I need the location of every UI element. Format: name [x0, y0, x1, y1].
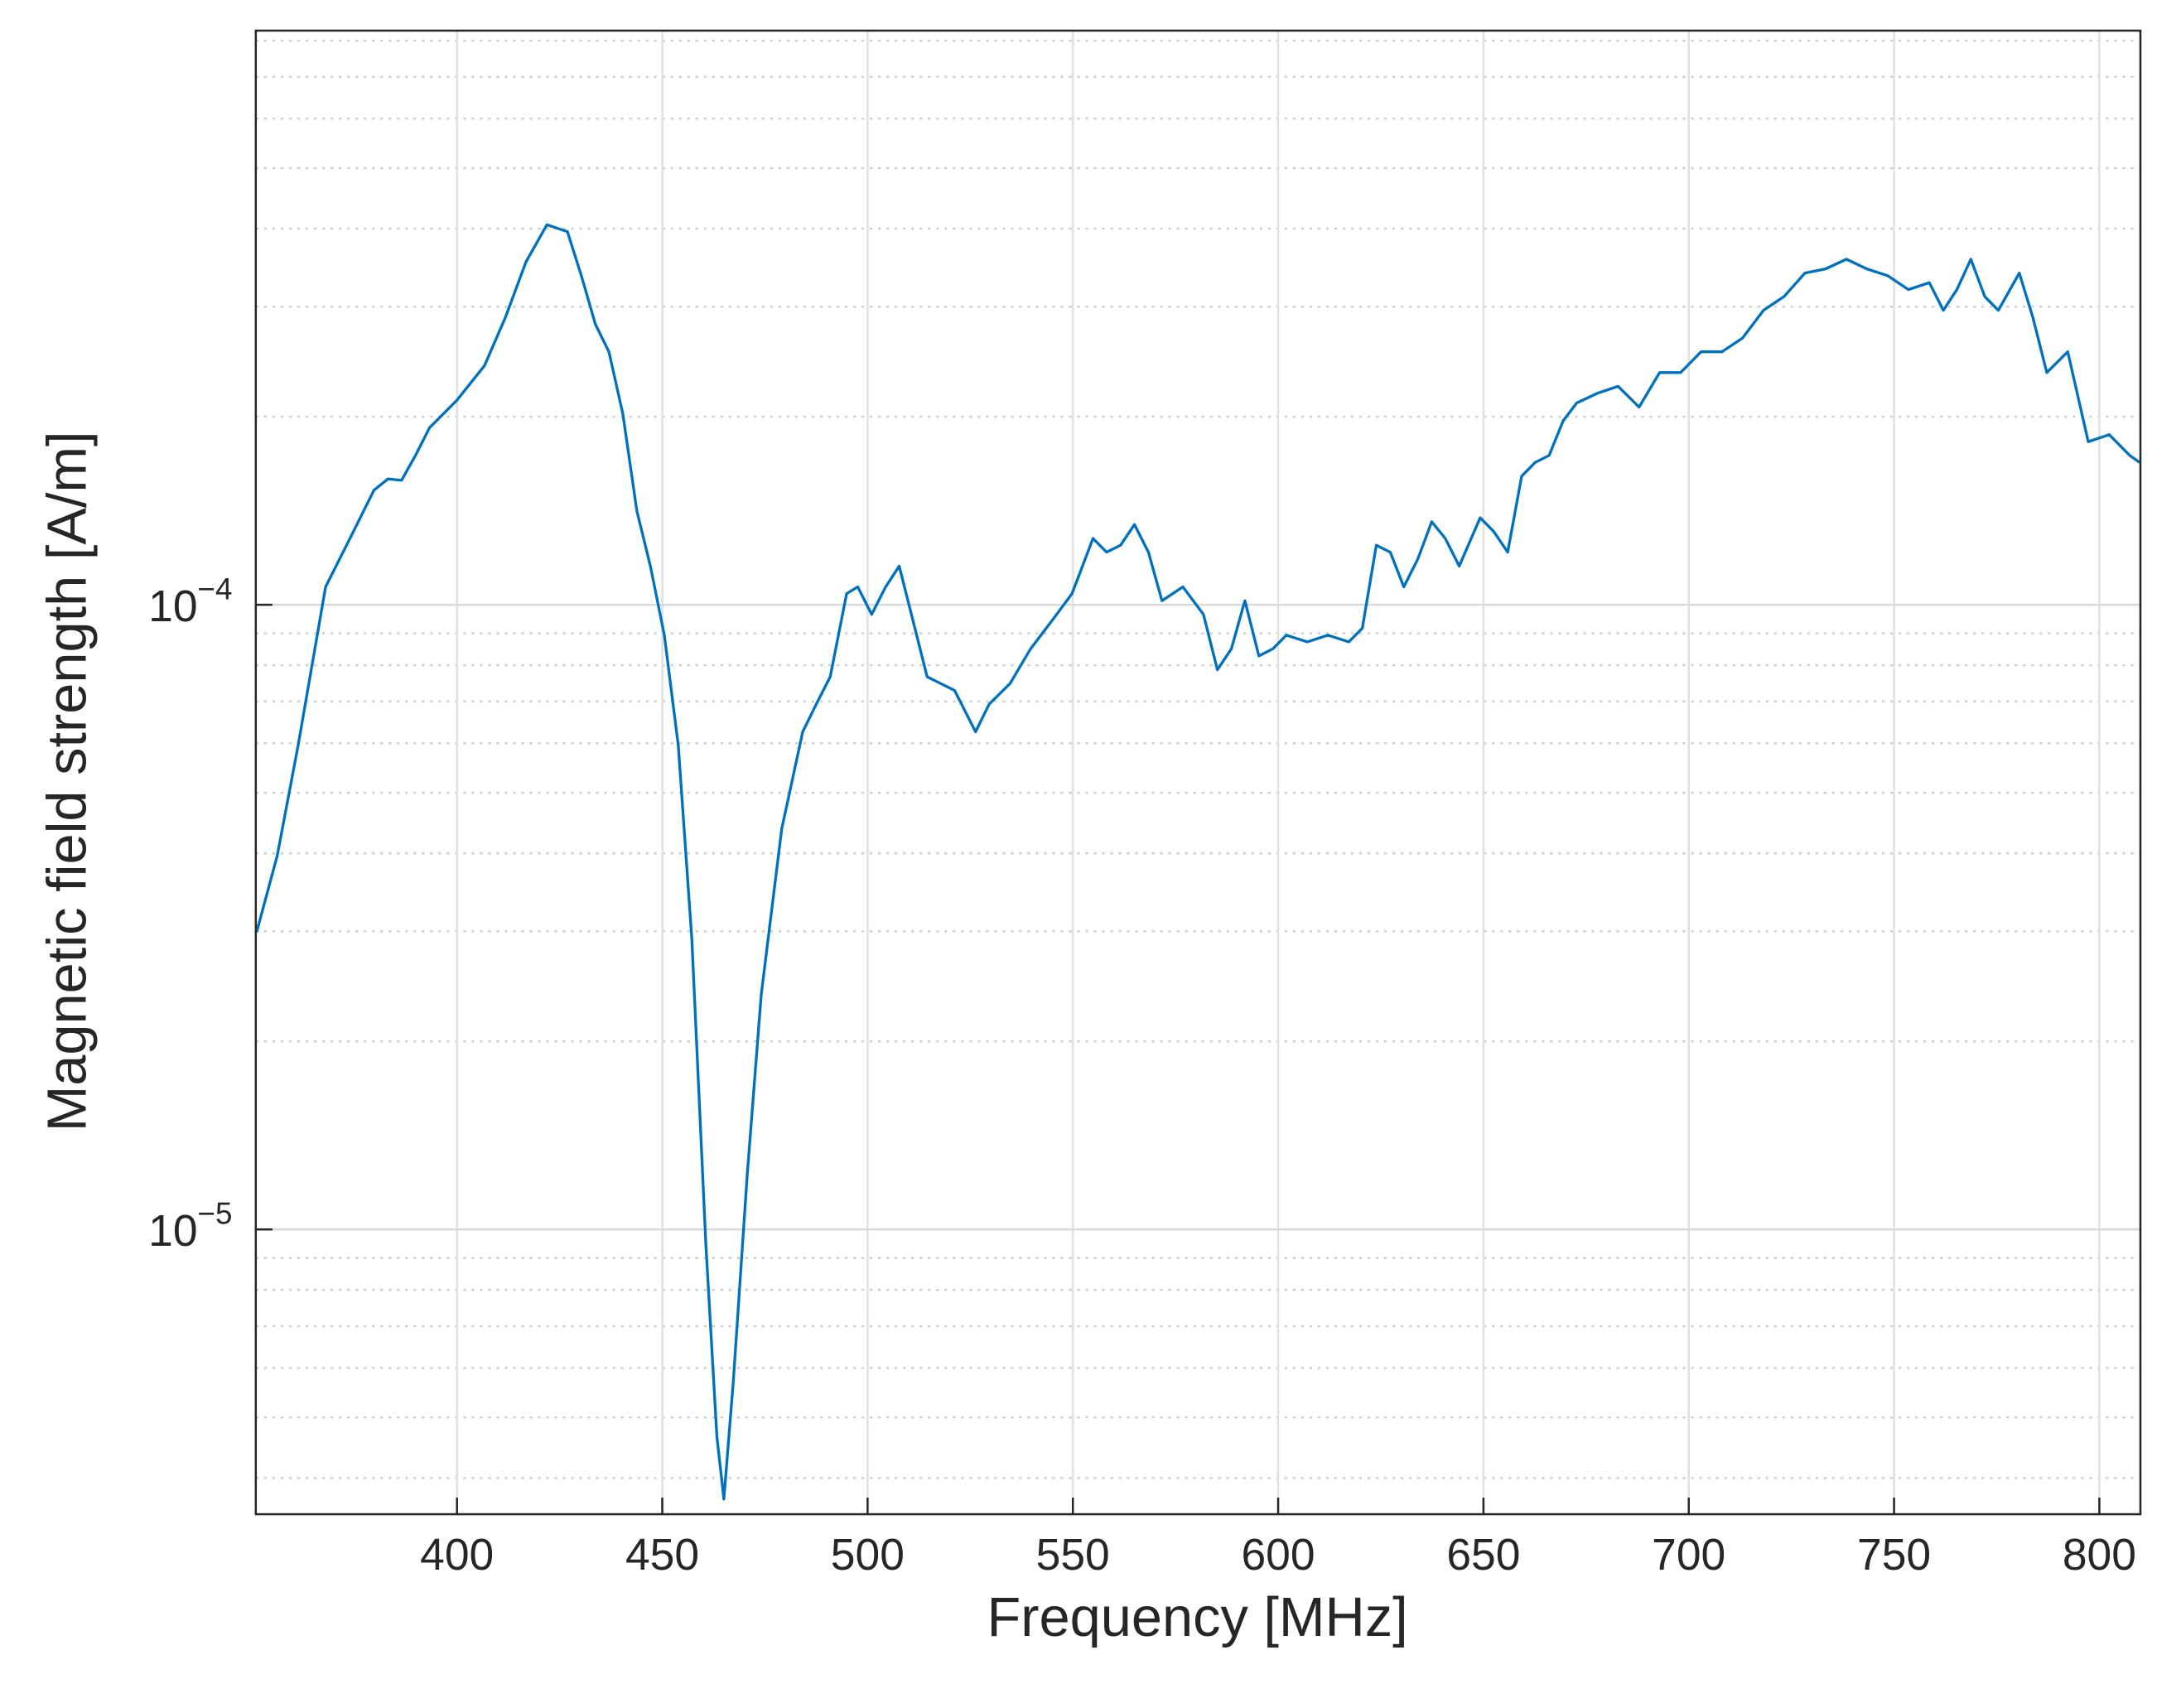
y-tick-label: 10−5	[148, 1197, 232, 1257]
x-tick-label: 800	[2063, 1531, 2136, 1580]
x-tick-label: 400	[420, 1531, 494, 1580]
data-line	[255, 223, 2140, 1501]
tick-base: 10	[148, 582, 197, 631]
x-tick-label: 450	[625, 1531, 699, 1580]
x-tick-label: 700	[1652, 1531, 1725, 1580]
plot-frame	[254, 29, 2142, 1516]
y-axis-label: Magnetic field strength [A/m]	[36, 431, 98, 1131]
tick-exponent: −5	[198, 1197, 233, 1231]
x-tick-label: 550	[1036, 1531, 1110, 1580]
x-tick-label: 750	[1857, 1531, 1931, 1580]
x-tick-label: 600	[1241, 1531, 1315, 1580]
tick-exponent: −4	[198, 572, 233, 606]
x-tick-label: 500	[831, 1531, 905, 1580]
x-tick-label: 650	[1446, 1531, 1520, 1580]
x-axis-label: Frequency [MHz]	[987, 1587, 1407, 1648]
y-tick-label: 10−4	[148, 572, 232, 631]
tick-base: 10	[148, 1207, 197, 1256]
